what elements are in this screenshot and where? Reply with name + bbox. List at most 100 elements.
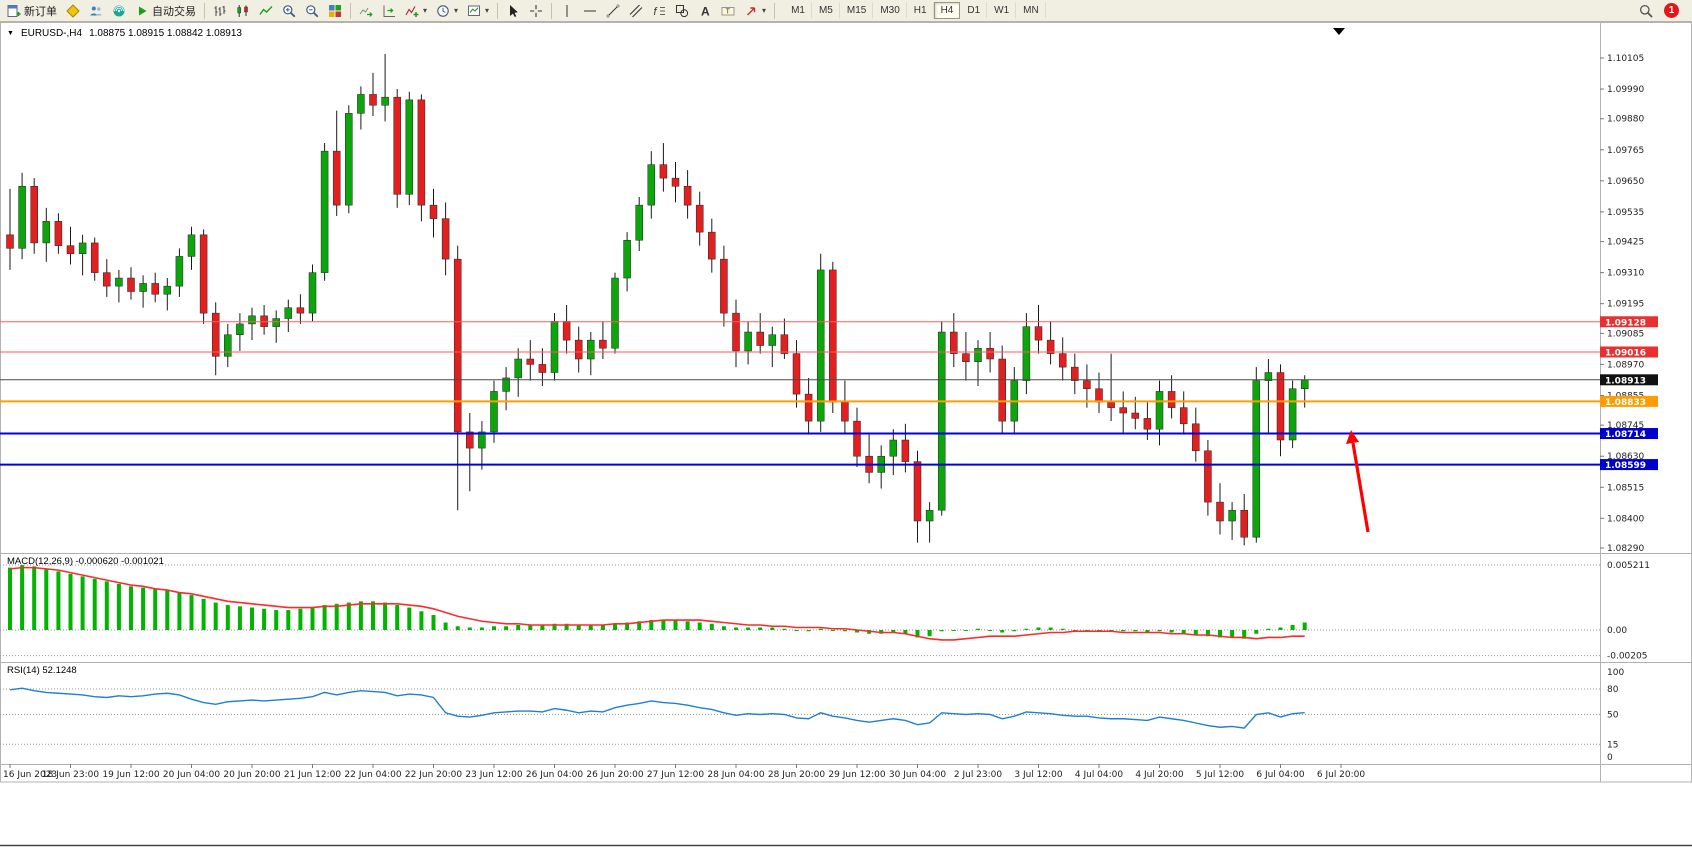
candle-body <box>1119 407 1127 414</box>
channel-button[interactable] <box>625 1 647 20</box>
macd-histogram-bar <box>988 630 993 631</box>
candle-body <box>562 320 571 341</box>
timeframe-button-d1[interactable]: D1 <box>960 2 988 19</box>
chart-shift-button[interactable] <box>378 1 400 20</box>
auto-scroll-button[interactable] <box>355 1 377 20</box>
price-tick-label: 1.08515 <box>1607 483 1644 493</box>
vertical-line-button[interactable] <box>556 1 578 20</box>
arrow-annotation-shaft[interactable] <box>1351 442 1370 533</box>
candle-body <box>369 94 377 106</box>
community-button[interactable] <box>108 1 130 20</box>
macd-histogram-bar <box>92 578 97 630</box>
label-icon: T <box>721 4 735 15</box>
macd-histogram-bar <box>951 630 956 631</box>
timeframe-button-w1[interactable]: W1 <box>987 2 1017 19</box>
macd-histogram-bar <box>697 622 702 630</box>
line-chart-icon <box>259 4 273 18</box>
timeframe-button-h1[interactable]: H1 <box>907 2 934 19</box>
rsi-axis-label: 15 <box>1607 740 1618 750</box>
candle-body <box>345 113 353 206</box>
candle-body <box>66 245 75 254</box>
price-tag-label: 1.09016 <box>1605 349 1646 359</box>
templates-button[interactable]: ▾ <box>463 1 493 20</box>
autotrading-button[interactable]: 自动交易 <box>131 1 200 20</box>
macd-histogram-bar <box>1218 630 1222 638</box>
macd-histogram-bar <box>734 627 738 630</box>
search-icon <box>1639 4 1653 18</box>
candles-chart-button[interactable] <box>232 1 254 20</box>
macd-histogram-bar <box>516 625 521 630</box>
candle-body <box>1058 353 1067 368</box>
new-order-button[interactable]: 新订单 <box>3 1 61 20</box>
cursor-button[interactable] <box>502 1 524 20</box>
candle-body <box>1155 391 1164 430</box>
price-tick-label: 1.08630 <box>1607 452 1644 462</box>
timeframe-button-m30[interactable]: M30 <box>873 2 907 19</box>
timeframe-button-mn[interactable]: MN <box>1016 2 1046 19</box>
candle-body <box>1192 423 1200 452</box>
fibonacci-button[interactable]: f <box>648 1 670 20</box>
macd-histogram-bar <box>419 611 424 630</box>
line-chart-button[interactable] <box>255 1 277 20</box>
tile-windows-button[interactable] <box>324 1 346 20</box>
trendline-icon <box>606 4 620 18</box>
candle-body <box>841 401 849 422</box>
macd-histogram-bar <box>564 623 569 630</box>
search-button[interactable] <box>1635 1 1657 20</box>
crosshair-button[interactable] <box>525 1 547 20</box>
chart-canvas[interactable]: 1.10105 1.09990 1.09880 1.09765 1.09650 1.095… <box>0 22 1692 847</box>
macd-histogram-bar <box>68 573 73 630</box>
candle-body <box>1179 407 1188 425</box>
candle-body <box>30 185 38 244</box>
timeframe-button-m1[interactable]: M1 <box>784 2 812 19</box>
periods-button[interactable]: ▾ <box>432 1 462 20</box>
time-label: 19 Jun 12:00 <box>102 770 159 780</box>
macd-histogram-bar <box>189 595 194 630</box>
indicators-button[interactable]: ▾ <box>401 1 431 20</box>
timeframe-button-m5[interactable]: M5 <box>812 2 840 19</box>
timeframe-button-h4[interactable]: H4 <box>933 2 961 19</box>
shapes-button[interactable] <box>671 1 693 20</box>
zoom-in-button[interactable] <box>278 1 300 20</box>
notification-badge[interactable]: 1 <box>1664 3 1679 18</box>
time-label: 22 Jun 04:00 <box>344 770 401 780</box>
metaquotes-button[interactable] <box>62 1 84 20</box>
candle-body <box>284 307 293 319</box>
candle-body <box>671 177 680 187</box>
zoom-out-button[interactable] <box>301 1 323 20</box>
macd-histogram-bar <box>903 630 908 634</box>
tile-windows-icon <box>329 4 341 17</box>
timeframe-button-m15[interactable]: M15 <box>840 2 874 19</box>
price-tag <box>1600 346 1658 358</box>
arrows-button[interactable]: ▾ <box>740 1 770 20</box>
rsi-line <box>9 687 1305 729</box>
candle-body <box>901 439 910 462</box>
time-label: 5 Jul 12:00 <box>1196 770 1245 780</box>
trendline-button[interactable] <box>602 1 624 20</box>
candle-body <box>1167 391 1176 408</box>
bars-chart-button[interactable] <box>209 1 231 20</box>
auto-scroll-icon <box>359 4 373 18</box>
time-label: 28 Jun 04:00 <box>707 770 764 780</box>
macd-histogram-bar <box>262 608 267 630</box>
candle-body <box>502 377 510 392</box>
macd-histogram-bar <box>855 630 859 633</box>
candle-body <box>127 277 135 292</box>
toolbar-right-group: 1 <box>1635 1 1689 20</box>
profile-button[interactable] <box>85 1 107 20</box>
text-button[interactable]: A <box>694 1 716 20</box>
horizontal-line-button[interactable] <box>579 1 601 20</box>
label-button[interactable]: T <box>717 1 739 20</box>
macd-histogram-bar <box>1169 630 1174 633</box>
macd-histogram-bar <box>346 602 351 630</box>
macd-histogram-bar <box>661 620 666 630</box>
arrow-annotation-head[interactable] <box>1346 430 1359 444</box>
macd-histogram-bar <box>1121 630 1126 632</box>
macd-histogram-bar <box>625 622 630 630</box>
candles-chart-icon <box>236 4 250 18</box>
macd-histogram-bar <box>431 615 436 630</box>
candle-body <box>1131 412 1140 419</box>
rsi-axis-label: 100 <box>1607 668 1624 678</box>
macd-histogram-bar <box>1230 630 1235 638</box>
